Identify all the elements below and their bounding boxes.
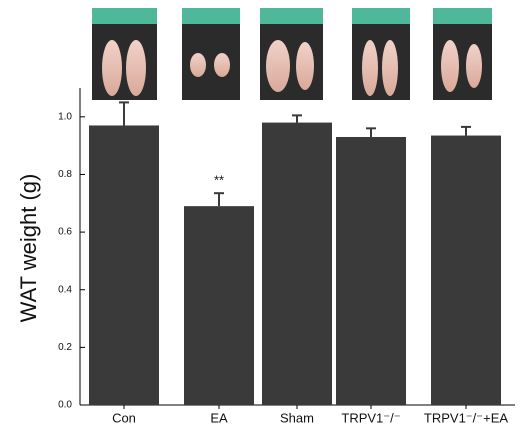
bar bbox=[184, 206, 254, 405]
photo bbox=[433, 8, 492, 100]
y-tick-label: 0.2 bbox=[58, 342, 72, 353]
photo bbox=[260, 8, 323, 100]
page: {"chart_data": {"type": "bar", "y_label"… bbox=[0, 0, 524, 431]
x-tick-label: Sham bbox=[280, 410, 314, 425]
y-tick-label: 1.0 bbox=[58, 111, 72, 122]
bar bbox=[336, 137, 406, 405]
y-tick-label: 0.0 bbox=[58, 400, 72, 411]
y-tick-label: 0.6 bbox=[58, 227, 72, 238]
x-tick-label: TRPV1⁻/⁻+EA bbox=[424, 410, 508, 425]
significance-label: ** bbox=[214, 173, 224, 188]
bar bbox=[89, 125, 159, 405]
chart: WAT weight (g) 0.0 0.2 0.4 0.6 0.8 1.0 Con EA Sh… bbox=[0, 0, 524, 431]
bar bbox=[262, 123, 332, 405]
photo bbox=[182, 8, 240, 100]
x-tick-label: Con bbox=[112, 410, 136, 425]
x-tick-label: EA bbox=[210, 410, 228, 425]
bar bbox=[431, 136, 501, 405]
y-axis-label: WAT weight (g) bbox=[16, 174, 41, 323]
x-tick-label: TRPV1⁻/⁻ bbox=[341, 410, 400, 425]
photos bbox=[92, 8, 492, 100]
y-tick-label: 0.4 bbox=[58, 284, 72, 295]
photo bbox=[92, 8, 157, 100]
photo bbox=[352, 8, 410, 100]
y-tick-label: 0.8 bbox=[58, 169, 72, 180]
